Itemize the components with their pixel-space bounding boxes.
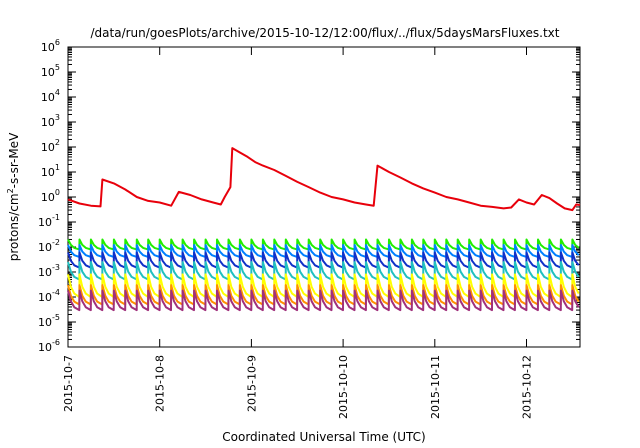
y-tick-label: 103	[41, 113, 60, 129]
series-group	[67, 147, 581, 312]
y-tick-label: 104	[41, 88, 60, 104]
series-line	[67, 147, 581, 212]
x-tick-label: 2015-10-8	[154, 355, 167, 412]
y-tick-label: 10-6	[38, 338, 60, 354]
y-tick-label: 105	[41, 63, 60, 79]
x-tick-label: 2015-10-9	[245, 355, 258, 412]
y-axis-label: protons/cm2-s-sr-MeV	[6, 132, 21, 261]
y-tick-label: 102	[41, 138, 60, 154]
series-line	[67, 251, 580, 269]
y-tick-label: 101	[41, 163, 60, 179]
y-tick-label: 10-5	[38, 313, 60, 329]
y-tick-label: 10-4	[38, 288, 60, 304]
x-tick-label: 2015-10-11	[429, 355, 442, 419]
series-line	[67, 289, 580, 312]
chart-title: /data/run/goesPlots/archive/2015-10-12/1…	[91, 26, 560, 40]
series-line	[67, 238, 580, 251]
series-line	[67, 244, 580, 258]
y-tick-label: 10-2	[38, 238, 60, 254]
y-tick-label: 10-1	[38, 213, 60, 229]
x-axis: 2015-10-7 2015-10-8 2015-10-9 2015-10-10 201…	[62, 47, 534, 419]
x-axis-label: Coordinated Universal Time (UTC)	[222, 430, 425, 444]
y-tick-label: 100	[41, 188, 60, 204]
series-line	[67, 261, 580, 281]
x-tick-label: 2015-10-7	[62, 355, 75, 412]
y-tick-label: 10-3	[38, 263, 60, 279]
x-tick-label: 2015-10-12	[521, 355, 534, 419]
x-tick-label: 2015-10-10	[337, 355, 350, 419]
y-axis: 10-6 10-5 10-4 10-3 10-2 10-1 100 101 102 103 104 1…	[38, 38, 580, 354]
y-tick-label: 106	[41, 38, 60, 54]
series-line	[67, 284, 580, 306]
series-line	[67, 273, 580, 298]
